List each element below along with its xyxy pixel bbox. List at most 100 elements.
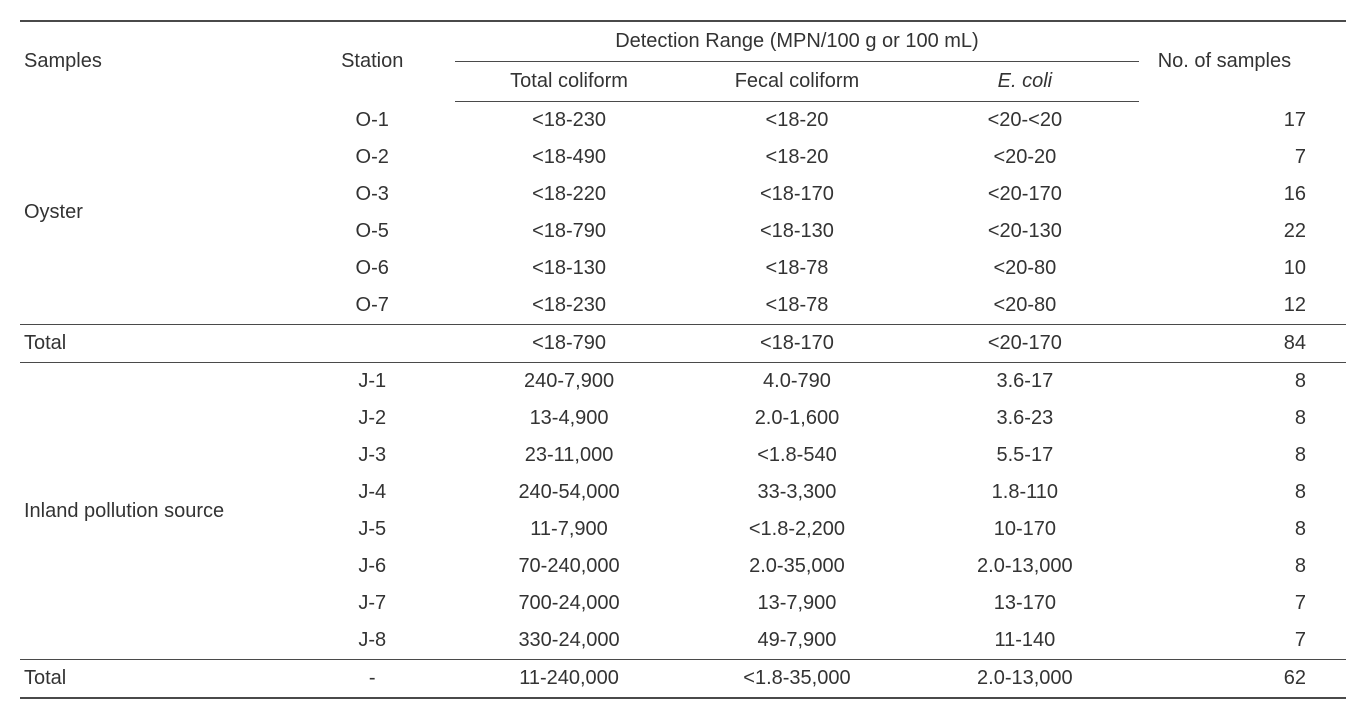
cell-totalc: 11-240,000	[455, 660, 683, 699]
cell-ecoli: <20-<20	[911, 102, 1139, 140]
cell-n: 7	[1139, 139, 1346, 176]
cell-n: 17	[1139, 102, 1346, 140]
cell-totalc: 11-7,900	[455, 511, 683, 548]
cell-totalc: <18-230	[455, 102, 683, 140]
cell-n: 8	[1139, 363, 1346, 401]
header-total-coliform: Total coliform	[455, 62, 683, 102]
cell-ecoli: 2.0-13,000	[911, 548, 1139, 585]
cell-fecalc: <1.8-35,000	[683, 660, 911, 699]
cell-station: J-3	[289, 437, 455, 474]
cell-fecalc: 2.0-35,000	[683, 548, 911, 585]
cell-station: O-2	[289, 139, 455, 176]
cell-totalc: 240-7,900	[455, 363, 683, 401]
cell-fecalc: <18-20	[683, 139, 911, 176]
cell-n: 8	[1139, 437, 1346, 474]
cell-fecalc: <1.8-2,200	[683, 511, 911, 548]
cell-ecoli: 10-170	[911, 511, 1139, 548]
cell-station: J-4	[289, 474, 455, 511]
cell-station: J-2	[289, 400, 455, 437]
header-n-samples: No. of samples	[1139, 21, 1346, 102]
cell-ecoli: 13-170	[911, 585, 1139, 622]
cell-ecoli: 3.6-23	[911, 400, 1139, 437]
cell-station: -	[289, 660, 455, 699]
cell-totalc: <18-130	[455, 250, 683, 287]
table-header: Samples Station Detection Range (MPN/100…	[20, 21, 1346, 102]
cell-totalc: <18-220	[455, 176, 683, 213]
oyster-label: Oyster	[20, 102, 289, 325]
cell-totalc: <18-790	[455, 325, 683, 363]
cell-fecalc: <1.8-540	[683, 437, 911, 474]
cell-n: 8	[1139, 474, 1346, 511]
cell-station: O-7	[289, 287, 455, 325]
cell-totalc: 330-24,000	[455, 622, 683, 660]
inland-label: Inland pollution source	[20, 363, 289, 660]
table-row: Oyster O-1 <18-230 <18-20 <20-<20 17	[20, 102, 1346, 140]
cell-totalc: 240-54,000	[455, 474, 683, 511]
cell-ecoli: 2.0-13,000	[911, 660, 1139, 699]
cell-totalc: <18-790	[455, 213, 683, 250]
header-samples: Samples	[20, 21, 289, 102]
cell-fecalc: 33-3,300	[683, 474, 911, 511]
cell-station: J-5	[289, 511, 455, 548]
cell-ecoli: 11-140	[911, 622, 1139, 660]
cell-fecalc: <18-170	[683, 325, 911, 363]
cell-fecalc: <18-78	[683, 287, 911, 325]
header-fecal-coliform: Fecal coliform	[683, 62, 911, 102]
cell-fecalc: <18-170	[683, 176, 911, 213]
cell-n: 16	[1139, 176, 1346, 213]
cell-n: 84	[1139, 325, 1346, 363]
cell-fecalc: 49-7,900	[683, 622, 911, 660]
cell-station: O-6	[289, 250, 455, 287]
cell-ecoli: 3.6-17	[911, 363, 1139, 401]
oyster-total-row: Total <18-790 <18-170 <20-170 84	[20, 325, 1346, 363]
cell-ecoli: <20-80	[911, 250, 1139, 287]
cell-station	[289, 325, 455, 363]
data-table-container: Samples Station Detection Range (MPN/100…	[20, 20, 1346, 699]
cell-n: 62	[1139, 660, 1346, 699]
inland-total-row: Total - 11-240,000 <1.8-35,000 2.0-13,00…	[20, 660, 1346, 699]
cell-ecoli: <20-20	[911, 139, 1139, 176]
cell-totalc: <18-490	[455, 139, 683, 176]
cell-n: 7	[1139, 585, 1346, 622]
cell-ecoli: <20-170	[911, 176, 1139, 213]
cell-n: 22	[1139, 213, 1346, 250]
header-detection-range: Detection Range (MPN/100 g or 100 mL)	[455, 21, 1139, 62]
cell-ecoli: <20-80	[911, 287, 1139, 325]
cell-n: 12	[1139, 287, 1346, 325]
cell-station: O-3	[289, 176, 455, 213]
inland-total-label: Total	[20, 660, 289, 699]
header-ecoli: E. coli	[911, 62, 1139, 102]
cell-fecalc: <18-78	[683, 250, 911, 287]
header-station: Station	[289, 21, 455, 102]
cell-station: O-5	[289, 213, 455, 250]
cell-station: J-8	[289, 622, 455, 660]
cell-totalc: 23-11,000	[455, 437, 683, 474]
cell-ecoli: <20-170	[911, 325, 1139, 363]
oyster-total-label: Total	[20, 325, 289, 363]
cell-ecoli: <20-130	[911, 213, 1139, 250]
cell-totalc: 700-24,000	[455, 585, 683, 622]
cell-totalc: <18-230	[455, 287, 683, 325]
cell-n: 7	[1139, 622, 1346, 660]
cell-station: O-1	[289, 102, 455, 140]
table-body: Oyster O-1 <18-230 <18-20 <20-<20 17 O-2…	[20, 102, 1346, 699]
cell-n: 8	[1139, 511, 1346, 548]
cell-ecoli: 1.8-110	[911, 474, 1139, 511]
detection-range-table: Samples Station Detection Range (MPN/100…	[20, 20, 1346, 699]
cell-fecalc: <18-20	[683, 102, 911, 140]
cell-station: J-1	[289, 363, 455, 401]
cell-totalc: 70-240,000	[455, 548, 683, 585]
cell-n: 8	[1139, 400, 1346, 437]
cell-fecalc: 2.0-1,600	[683, 400, 911, 437]
cell-fecalc: 13-7,900	[683, 585, 911, 622]
cell-fecalc: 4.0-790	[683, 363, 911, 401]
cell-ecoli: 5.5-17	[911, 437, 1139, 474]
cell-station: J-6	[289, 548, 455, 585]
header-row-1: Samples Station Detection Range (MPN/100…	[20, 21, 1346, 62]
cell-n: 10	[1139, 250, 1346, 287]
table-row: Inland pollution source J-1 240-7,900 4.…	[20, 363, 1346, 401]
cell-n: 8	[1139, 548, 1346, 585]
cell-fecalc: <18-130	[683, 213, 911, 250]
cell-totalc: 13-4,900	[455, 400, 683, 437]
cell-station: J-7	[289, 585, 455, 622]
